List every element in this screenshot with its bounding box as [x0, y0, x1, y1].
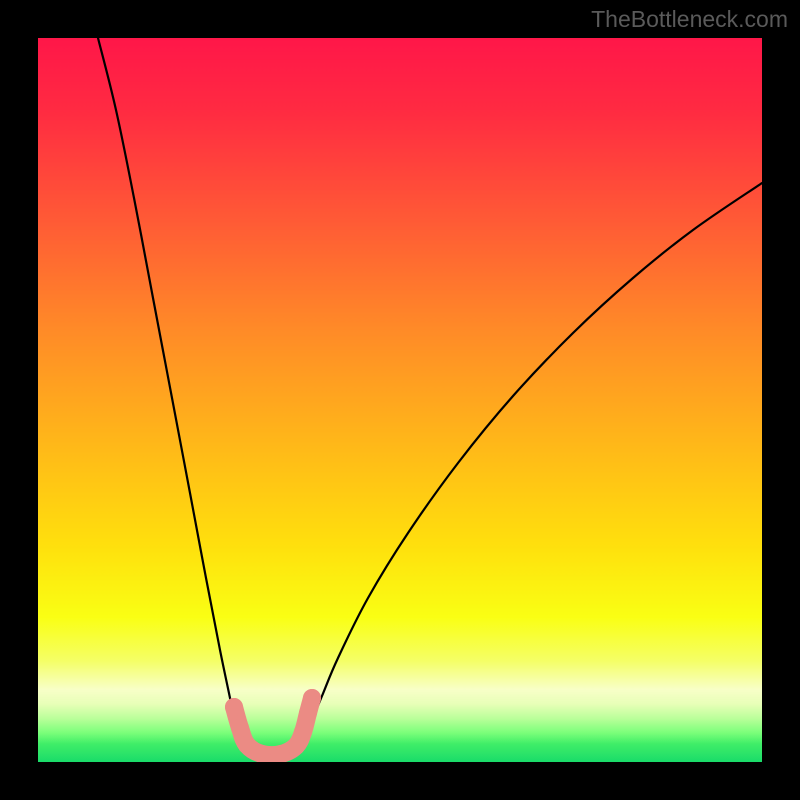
marker-dot — [294, 723, 312, 741]
chart-curve-layer — [38, 38, 762, 762]
marker-dot — [238, 736, 256, 754]
marker-dot — [303, 689, 321, 707]
marker-group — [225, 689, 321, 762]
marker-dot — [231, 719, 249, 737]
marker-dot — [225, 698, 243, 716]
watermark-text: TheBottleneck.com — [591, 6, 788, 33]
bottleneck-curve — [98, 38, 762, 758]
chart-plot-area — [38, 38, 762, 762]
